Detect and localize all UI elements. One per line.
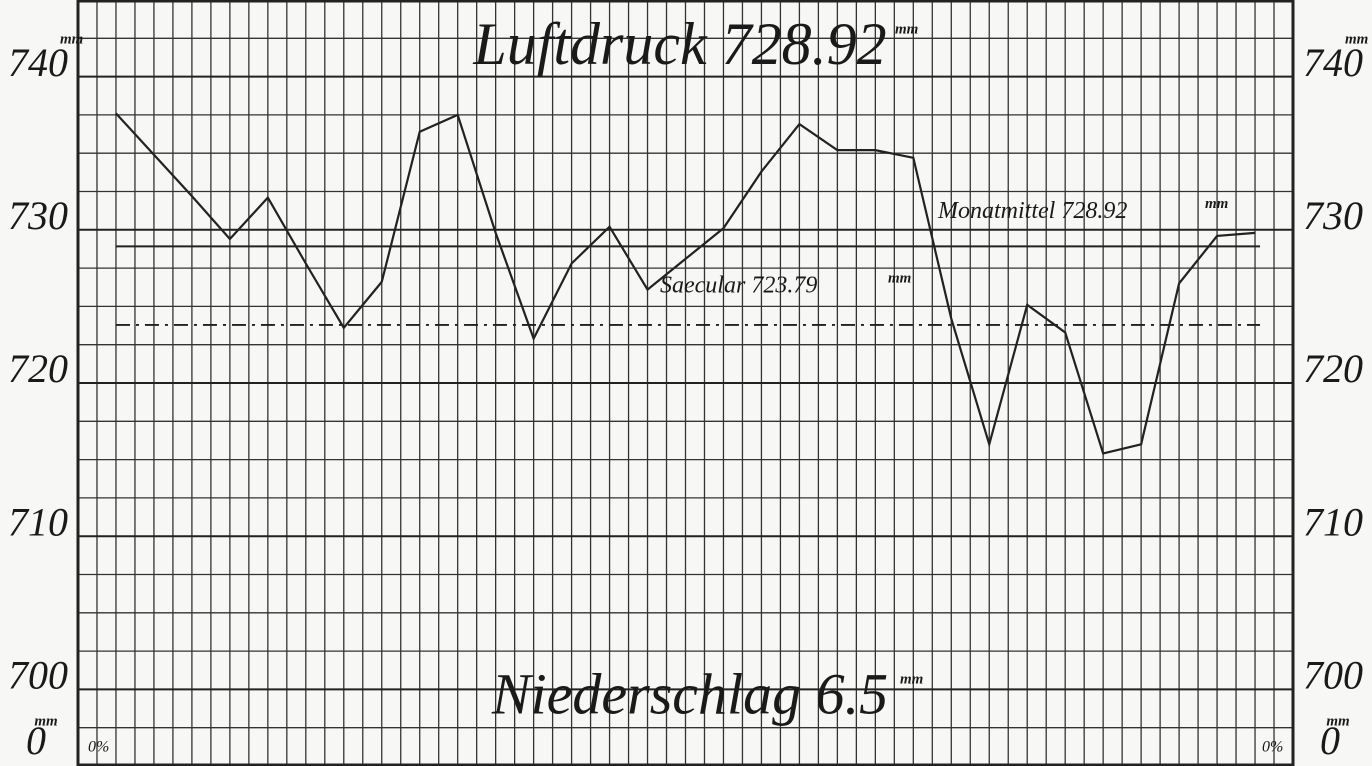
precip-unit: mm: [34, 713, 57, 729]
plot: [115, 112, 1261, 455]
y-tick-label: 720: [1303, 346, 1363, 391]
subtitle-unit: mm: [900, 671, 923, 687]
y-tick-label: 710: [1303, 499, 1363, 544]
y-unit: mm: [60, 31, 83, 47]
subtitle: Niederschlag 6.5: [491, 661, 888, 726]
plot-border: [76, 0, 1295, 766]
reference-unit: mm: [888, 270, 911, 286]
data-line: [115, 112, 1256, 455]
reference-label: Monatmittel 728.92: [937, 198, 1127, 224]
precip-zero: 0: [1320, 718, 1340, 763]
y-tick-label: 740: [8, 40, 68, 85]
title-unit: mm: [895, 21, 918, 37]
percent-zero: 0%: [88, 739, 109, 756]
chart-title: Luftdruck 728.92: [472, 11, 886, 77]
y-tick-label: 700: [1303, 653, 1363, 698]
precip-zero: 0: [26, 718, 46, 763]
y-tick-label: 730: [8, 193, 68, 238]
grid: [78, 0, 1293, 766]
reference-label: Saecular 723.79: [660, 272, 817, 298]
y-tick-label: 740: [1303, 40, 1363, 85]
y-tick-label: 720: [8, 346, 68, 391]
percent-zero: 0%: [1262, 739, 1283, 756]
reference-unit: mm: [1205, 196, 1228, 212]
y-unit: mm: [1345, 31, 1368, 47]
y-tick-label: 700: [8, 653, 68, 698]
y-tick-label: 710: [8, 499, 68, 544]
y-tick-label: 730: [1303, 193, 1363, 238]
precip-unit: mm: [1326, 713, 1349, 729]
